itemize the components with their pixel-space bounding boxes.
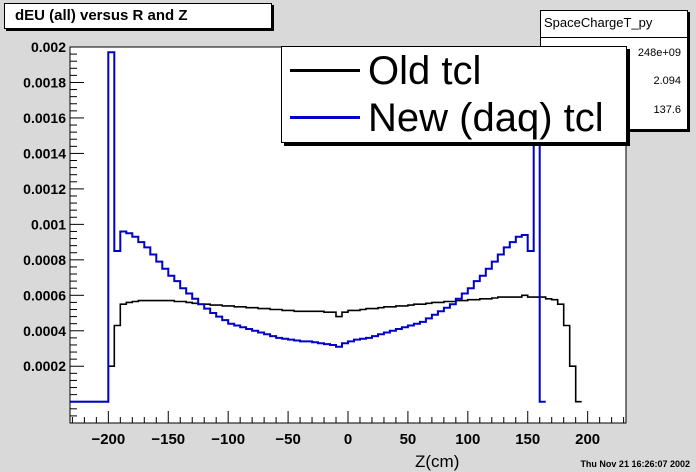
y-tick-label: 0.0018 [23, 74, 66, 90]
stats-title: SpaceChargeT_py [541, 11, 687, 38]
legend-entry-new-tcl: New (daq) tcl [290, 95, 604, 140]
y-tick-label: 0.0002 [23, 358, 66, 374]
timestamp: Thu Nov 21 16:26:07 2002 [580, 459, 690, 469]
legend-line-old-tcl [290, 69, 360, 72]
y-tick-label: 0.0014 [23, 145, 66, 161]
y-tick-label: 0.002 [31, 39, 66, 55]
legend-label-new-tcl: New (daq) tcl [368, 95, 604, 140]
y-tick-label: 0.0008 [23, 252, 66, 268]
y-tick-label: 0.0004 [23, 323, 66, 339]
y-tick-label: 0.0012 [23, 181, 66, 197]
y-tick-label: 0.0016 [23, 110, 66, 126]
x-tick-label: 100 [455, 431, 480, 448]
stats-mean-value: 2.094 [653, 75, 681, 87]
x-axis-title: Z(cm) [415, 452, 460, 471]
legend-entry-old-tcl: Old tcl [290, 48, 481, 93]
x-tick-label: −150 [151, 431, 185, 448]
x-tick-label: −100 [211, 431, 245, 448]
x-tick-label: −200 [91, 431, 125, 448]
series-new-tcl [70, 51, 546, 403]
x-tick-label: 50 [400, 431, 417, 448]
y-tick-label: 0.001 [31, 216, 66, 232]
x-tick-label: −50 [275, 431, 300, 448]
tick-layer: −200 −150 −100 −50 0 50 100 150 200 0.0002 0.0004 0… [23, 39, 625, 448]
legend-line-new-tcl [290, 116, 360, 119]
x-tick-label: 200 [575, 431, 600, 448]
x-tick-label: 0 [344, 431, 352, 448]
legend-label-old-tcl: Old tcl [368, 48, 482, 93]
legend: Old tcl New (daq) tcl [281, 46, 627, 143]
series-layer [70, 51, 582, 403]
y-tick-label: 0.0006 [23, 287, 66, 303]
stats-entries-value: 248e+09 [637, 47, 681, 59]
series-old-tcl [70, 294, 582, 403]
stats-rms-value: 137.6 [653, 104, 681, 116]
x-tick-label: 150 [515, 431, 540, 448]
chart-title: dEU (all) versus R and Z [4, 3, 272, 29]
